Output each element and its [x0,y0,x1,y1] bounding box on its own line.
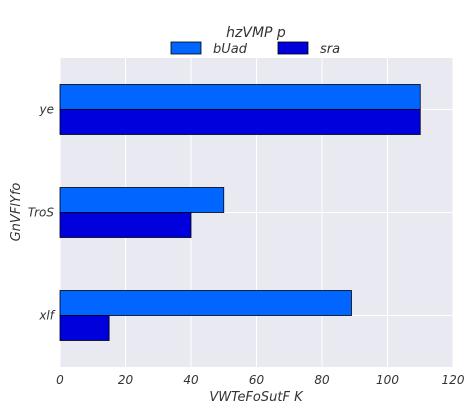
legend-swatch-sra [277,41,309,55]
y-tick-label: ye [39,103,54,117]
legend-title: hzVMP p [226,25,286,41]
y-tick-label: TroS [28,206,55,220]
x-ticks: 0 20 40 60 80 100 120 [56,373,465,387]
x-tick-label: 20 [118,373,134,387]
bars [59,84,421,341]
y-axis-label: GnVFlYfo [9,183,24,242]
bar-bUad-TroS [59,187,225,213]
x-tick-label: 100 [376,373,399,387]
bar-sra-TroS [59,212,192,238]
bar-sra-ye [59,109,421,135]
bar-bUad-ye [59,84,421,110]
legend-label-sra: sra [320,42,340,57]
legend-swatch-buad [170,41,202,55]
legend-label-buad: bUad [213,42,248,57]
x-tick-label: 80 [314,373,330,387]
legend: hzVMP p bUad sra [170,25,340,57]
bar-bUad-xlf [59,290,352,316]
x-tick-label: 40 [183,373,199,387]
bar-sra-xlf [59,315,110,341]
x-tick-label: 120 [442,373,465,387]
y-ticks: ye TroS xlf [28,103,56,323]
y-tick-label: xlf [38,309,55,323]
x-axis-label: VWTeFoSutF K [209,390,304,405]
x-tick-label: 60 [249,373,265,387]
x-tick-label: 0 [56,373,64,387]
